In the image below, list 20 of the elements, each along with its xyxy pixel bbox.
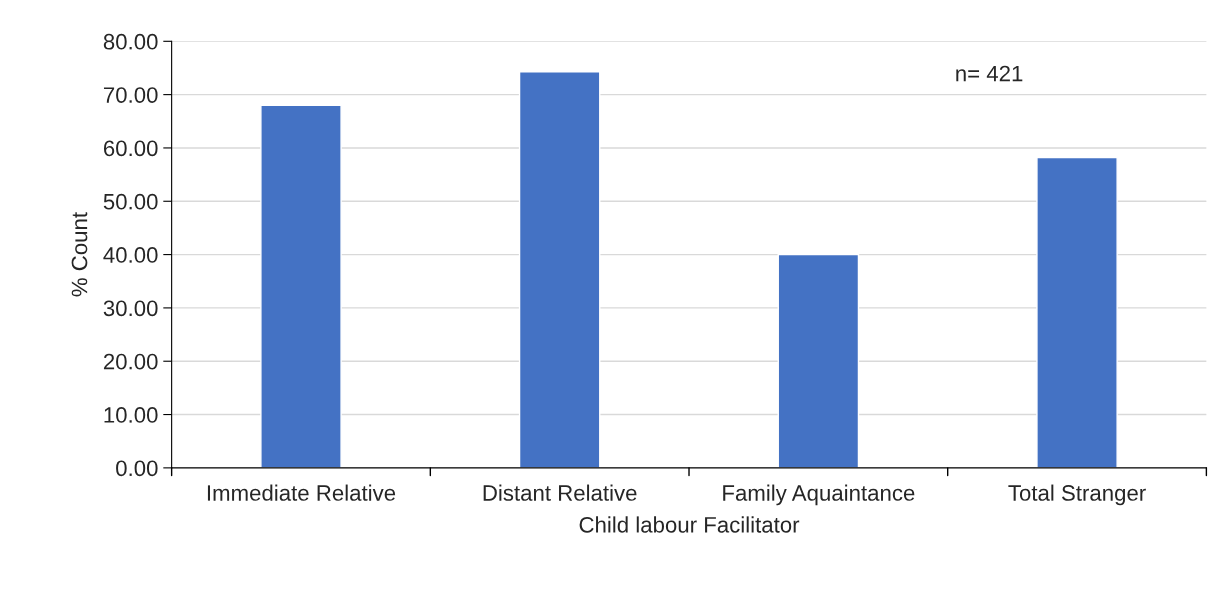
y-tick-label: 40.00	[103, 247, 158, 263]
y-tick-label: 20.00	[103, 353, 158, 370]
y-tick-label: 70.00	[103, 87, 158, 103]
y-tick-label: 0.00	[116, 460, 158, 477]
x-tick-label: Total Stranger	[1008, 484, 1146, 506]
x-axis-title: Child labour Facilitator	[579, 516, 800, 533]
y-tick-label: 10.00	[104, 407, 158, 423]
x-tick-label: Immediate Relative	[207, 484, 396, 501]
y-axis-title: % Count	[71, 212, 88, 297]
y-tick-label: 60.00	[103, 140, 158, 157]
x-tick-label: Family Aquaintance	[723, 484, 915, 506]
bar	[518, 70, 601, 468]
bar	[777, 253, 860, 468]
bar	[260, 104, 342, 468]
y-tick-label: 50.00	[103, 193, 158, 210]
y-tick-label: 30.00	[103, 300, 158, 317]
annotation: n= 421	[956, 65, 1023, 82]
x-tick-label: Distant Relative	[483, 484, 637, 501]
bar	[1036, 156, 1118, 468]
y-tick-label: 80.00	[103, 33, 158, 50]
